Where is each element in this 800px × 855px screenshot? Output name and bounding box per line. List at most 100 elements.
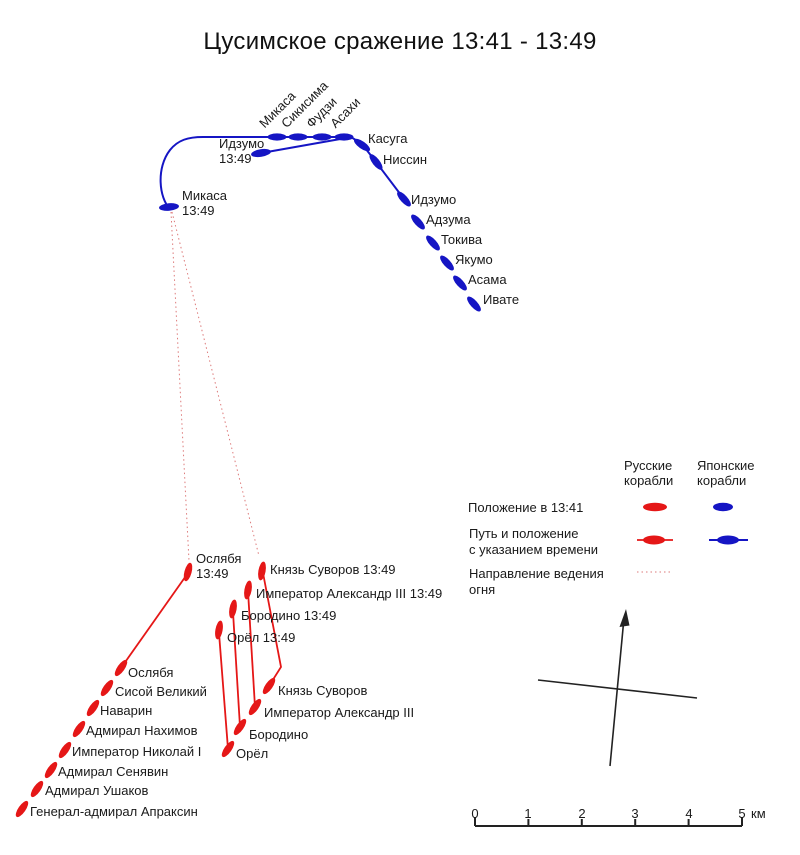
russian-ship-markers bbox=[15, 561, 276, 818]
legend-header-russian: Русские корабли bbox=[624, 458, 674, 488]
mikasa-1341-marker bbox=[267, 133, 287, 141]
legend-row-path-line1: Путь и положение bbox=[469, 526, 579, 541]
ship-label-alexander-1341: Император Александр III bbox=[264, 705, 415, 720]
oryol-1341-marker bbox=[221, 740, 235, 758]
legend-japanese-position-marker bbox=[713, 502, 733, 512]
ship-label-izumo: Идзумо bbox=[411, 192, 457, 207]
ship-label-oryol-1349: Орёл 13:49 bbox=[227, 630, 296, 645]
ship-label-iwate: Ивате bbox=[483, 292, 520, 307]
legend-row-fire-line2: огня bbox=[469, 582, 496, 597]
legend-russian-path-marker bbox=[643, 535, 665, 545]
ship-label-asama: Асама bbox=[468, 272, 507, 287]
ship-label-azuma: Адзума bbox=[426, 212, 471, 227]
ship-label-suvorov-1349: Князь Суворов 13:49 bbox=[270, 562, 396, 577]
ship-name: Ослябя bbox=[196, 551, 242, 566]
tokiwa-1341-marker bbox=[426, 235, 440, 251]
ship-label-nisshin: Ниссин bbox=[383, 152, 428, 167]
ship-time: 13:49 bbox=[182, 203, 215, 218]
legend-row-path: Путь и положение с указанием времени bbox=[469, 526, 598, 558]
ship-label-tokiwa: Токива bbox=[441, 232, 483, 247]
mikasa-1349-marker bbox=[159, 203, 179, 211]
scale-tick-label-3: 3 bbox=[631, 806, 639, 821]
alexander-1349-marker bbox=[244, 580, 252, 600]
japanese-paths bbox=[159, 136, 405, 210]
scale-tick-label-5: 5 bbox=[738, 806, 746, 821]
ship-label-kasuga: Касуга bbox=[368, 131, 408, 146]
fire-direction-line bbox=[170, 211, 190, 562]
ship-name: Микаса bbox=[182, 188, 228, 203]
ship-label-izumo-1349: Идзумо 13:49 bbox=[219, 136, 264, 166]
asahi-1341-marker bbox=[334, 133, 354, 141]
page-title: Цусимское сражение 13:41 - 13:49 bbox=[203, 28, 597, 55]
scale-tick-label-0: 0 bbox=[471, 806, 479, 821]
ship-label-nikolai: Император Николай I bbox=[72, 744, 202, 759]
navarin-1341-marker bbox=[86, 699, 100, 717]
borodino-1349-marker bbox=[229, 599, 237, 619]
alexander-1341-marker bbox=[248, 698, 262, 716]
oslyabya-1349-marker bbox=[183, 562, 193, 582]
suvorov-1341-marker bbox=[262, 677, 276, 695]
legend-row-position: Положение в 13:41 bbox=[468, 500, 584, 515]
ship-label-oryol-1341: Орёл bbox=[236, 746, 269, 761]
ship-label-yakumo: Якумо bbox=[455, 252, 493, 267]
scale-unit-label: км bbox=[751, 806, 766, 821]
scale-bar-ticks bbox=[474, 817, 743, 826]
ship-label-oslyabya-1349: Ослябя 13:49 bbox=[196, 551, 241, 581]
japanese-ship-markers bbox=[159, 133, 481, 312]
ship-label-apraksin: Генерал-адмирал Апраксин bbox=[30, 804, 198, 819]
ship-label-sisoy: Сисой Великий bbox=[115, 684, 207, 699]
ship-label-oslyabya-1341: Ослябя bbox=[128, 665, 174, 680]
compass-north-arrowhead bbox=[619, 609, 630, 627]
legend-header-japanese: Японские корабли bbox=[697, 458, 755, 488]
legend-russian-position-marker bbox=[643, 502, 667, 512]
borodino-1341-marker bbox=[233, 718, 247, 736]
oslyabya-path bbox=[120, 572, 189, 669]
senyavin-1341-marker bbox=[44, 761, 58, 779]
ship-label-alexander-1349: Император Александр III 13:49 bbox=[256, 586, 443, 601]
ship-label-borodino-1349: Бородино 13:49 bbox=[241, 608, 337, 623]
legend-symbols bbox=[637, 502, 748, 573]
ship-time: 13:49 bbox=[219, 151, 252, 166]
fire-direction-line bbox=[171, 211, 260, 557]
compass-north-line bbox=[609, 617, 625, 767]
legend-row-path-line2: с указанием времени bbox=[469, 542, 599, 557]
fuji-1341-marker bbox=[312, 133, 332, 141]
compass bbox=[537, 609, 698, 767]
ship-label-nakhimov: Адмирал Нахимов bbox=[86, 723, 198, 738]
ship-label-borodino-1341: Бородино bbox=[249, 727, 309, 742]
iwate-1341-marker bbox=[467, 296, 481, 312]
japanese-cruiser-branch-path bbox=[266, 137, 347, 153]
oryol-1349-marker bbox=[215, 620, 223, 640]
legend-row-fire-line1: Направление ведения bbox=[469, 566, 604, 581]
scale-tick-label-1: 1 bbox=[524, 806, 532, 821]
izumo-1341-marker bbox=[397, 191, 411, 207]
ship-label-navarin: Наварин bbox=[100, 703, 153, 718]
suvorov-1349-marker bbox=[258, 561, 266, 581]
nisshin-1341-marker bbox=[369, 154, 383, 170]
legend-japanese-path-marker bbox=[717, 535, 739, 545]
apraksin-1341-marker bbox=[15, 800, 29, 818]
ship-time: 13:49 bbox=[196, 566, 229, 581]
japanese-main-path bbox=[159, 136, 405, 210]
ship-label-senyavin: Адмирал Сенявин bbox=[58, 764, 169, 779]
legend-row-fire: Направление ведения огня bbox=[469, 566, 604, 598]
borodino-path bbox=[232, 611, 241, 728]
ship-name: Идзумо bbox=[219, 136, 265, 151]
ushakov-1341-marker bbox=[30, 780, 44, 798]
izumo-1349-marker bbox=[251, 148, 271, 158]
fire-direction-lines bbox=[170, 211, 260, 562]
ship-label-suvorov-1341: Князь Суворов bbox=[278, 683, 368, 698]
ship-label-mikasa-1349: Микаса 13:49 bbox=[182, 188, 227, 218]
azuma-1341-marker bbox=[411, 214, 425, 230]
yakumo-1341-marker bbox=[440, 255, 454, 271]
nikolai-1341-marker bbox=[58, 741, 72, 759]
alexander-path bbox=[247, 590, 256, 708]
nakhimov-1341-marker bbox=[72, 720, 86, 738]
sisoy-1341-marker bbox=[100, 679, 114, 697]
scale-bar bbox=[474, 817, 743, 827]
oryol-path bbox=[218, 632, 229, 750]
scale-tick-label-4: 4 bbox=[685, 806, 693, 821]
shikishima-1341-marker bbox=[288, 133, 308, 141]
